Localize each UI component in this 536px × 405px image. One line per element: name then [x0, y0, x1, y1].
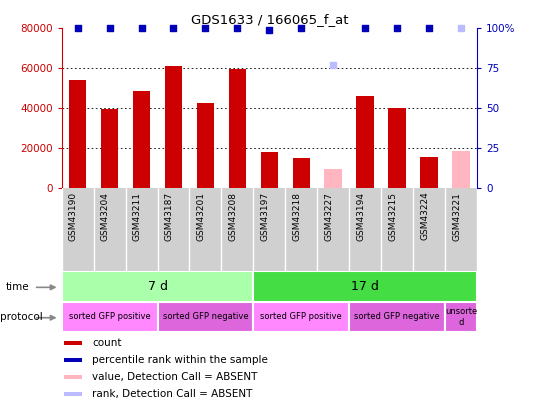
Text: GSM43211: GSM43211 [132, 192, 142, 241]
Text: unsorte
d: unsorte d [445, 307, 477, 326]
Text: GSM43201: GSM43201 [196, 192, 205, 241]
Bar [349, 302, 445, 332]
Text: GSM43204: GSM43204 [101, 192, 109, 241]
Point [265, 27, 274, 33]
Text: GSM43221: GSM43221 [452, 192, 461, 241]
Bar [64, 341, 81, 345]
Text: GSM43224: GSM43224 [420, 192, 429, 241]
Bar [64, 375, 81, 379]
Title: GDS1633 / 166065_f_at: GDS1633 / 166065_f_at [191, 13, 348, 26]
Text: GSM43197: GSM43197 [260, 192, 270, 241]
Bar [254, 302, 349, 332]
Bar [324, 169, 342, 188]
Bar [69, 80, 86, 188]
Point [233, 25, 242, 32]
Bar [62, 271, 254, 302]
Bar [133, 92, 150, 188]
Point [457, 25, 465, 32]
Point [393, 25, 401, 32]
Bar [254, 271, 477, 302]
Bar [420, 157, 438, 188]
Point [137, 25, 146, 32]
Point [201, 25, 210, 32]
Bar [356, 96, 374, 188]
Text: GSM43218: GSM43218 [292, 192, 301, 241]
Point [73, 25, 82, 32]
Point [361, 25, 369, 32]
Point [105, 25, 114, 32]
Text: 17 d: 17 d [351, 280, 379, 293]
Bar [64, 358, 81, 362]
Bar [64, 392, 81, 396]
Text: sorted GFP negative: sorted GFP negative [162, 312, 248, 322]
Bar [101, 109, 118, 188]
Bar [228, 69, 246, 188]
Bar [62, 302, 158, 332]
Text: protocol: protocol [0, 312, 43, 322]
Bar [165, 66, 182, 188]
Text: percentile rank within the sample: percentile rank within the sample [92, 355, 268, 364]
Text: value, Detection Call = ABSENT: value, Detection Call = ABSENT [92, 372, 257, 382]
Text: GSM43194: GSM43194 [356, 192, 365, 241]
Text: GSM43227: GSM43227 [324, 192, 333, 241]
Text: rank, Detection Call = ABSENT: rank, Detection Call = ABSENT [92, 389, 252, 399]
Text: GSM43208: GSM43208 [228, 192, 237, 241]
Point [425, 25, 434, 32]
Text: sorted GFP negative: sorted GFP negative [354, 312, 440, 322]
Bar [389, 108, 406, 188]
Text: GSM43187: GSM43187 [165, 192, 174, 241]
Text: time: time [5, 282, 29, 292]
Text: GSM43190: GSM43190 [69, 192, 78, 241]
Point [297, 25, 306, 32]
Text: sorted GFP positive: sorted GFP positive [69, 312, 151, 322]
Text: count: count [92, 338, 122, 347]
Bar [158, 302, 254, 332]
Text: sorted GFP positive: sorted GFP positive [260, 312, 342, 322]
Bar [293, 158, 310, 188]
Bar [260, 152, 278, 188]
Bar [197, 103, 214, 188]
Text: GSM43215: GSM43215 [388, 192, 397, 241]
Bar [452, 151, 470, 188]
Bar [445, 302, 477, 332]
Text: 7 d: 7 d [147, 280, 168, 293]
Point [329, 62, 338, 68]
Point [169, 25, 178, 32]
